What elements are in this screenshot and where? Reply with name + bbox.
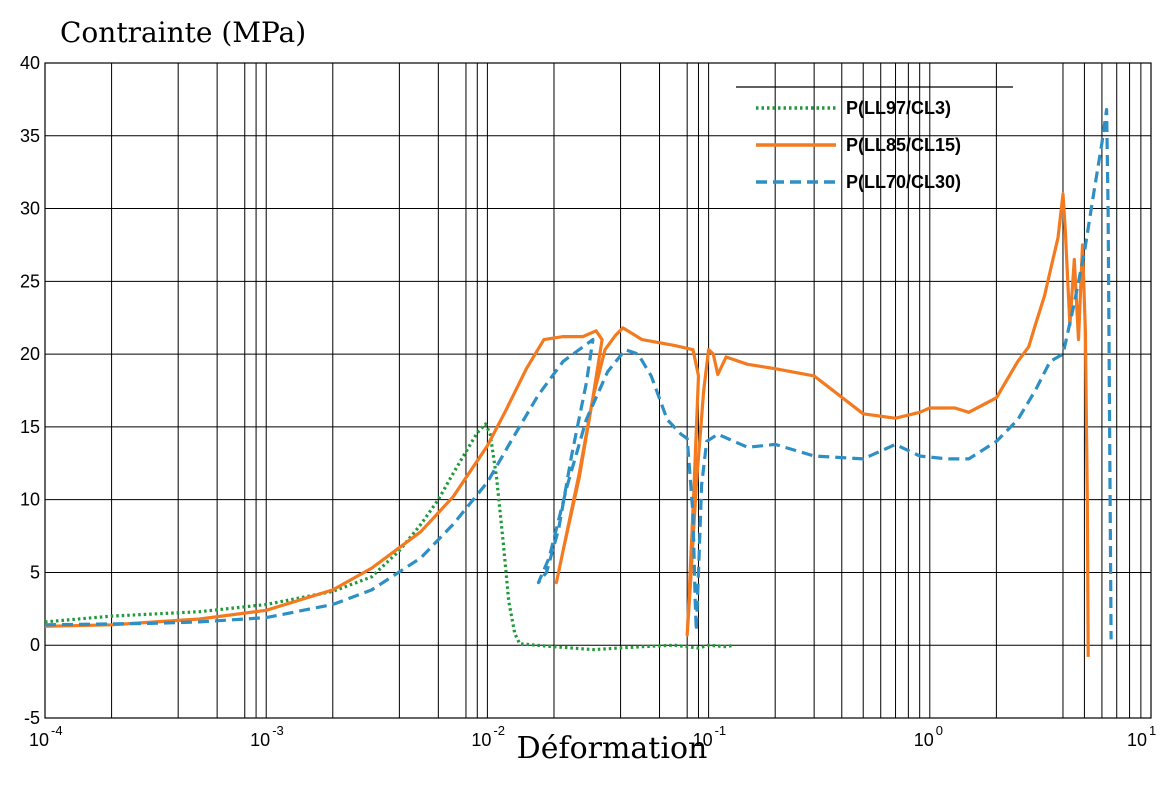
x-tick-label: 10 -2 bbox=[471, 723, 505, 750]
x-tick-label: 10 0 bbox=[914, 723, 943, 750]
x-tick-base: 10 bbox=[29, 730, 49, 750]
x-tick-exponent: 1 bbox=[1149, 723, 1156, 738]
x-tick-exponent: -2 bbox=[493, 723, 505, 738]
x-axis-title: Déformation bbox=[517, 731, 708, 766]
y-tick-label: 35 bbox=[20, 126, 40, 146]
y-tick-label: 30 bbox=[20, 199, 40, 219]
y-axis-title: Contrainte (MPa) bbox=[60, 16, 306, 49]
y-tick-labels: -5 0 5 10 15 20 25 30 35 40 bbox=[20, 53, 40, 728]
x-tick-exponent: -1 bbox=[715, 723, 727, 738]
y-tick-label: 20 bbox=[20, 344, 40, 364]
series-line-2 bbox=[44, 192, 1090, 657]
x-tick-base: 10 bbox=[250, 730, 270, 750]
legend: P(LL97/CL3) P(LL85/CL15) P(LL70/CL30) bbox=[736, 86, 1013, 192]
y-tick-label: 10 bbox=[20, 490, 40, 510]
legend-label: P(LL70/CL30) bbox=[846, 172, 961, 192]
x-tick-exponent: -3 bbox=[272, 723, 284, 738]
series-line-3 bbox=[44, 108, 1113, 640]
x-tick-label: 10 1 bbox=[1127, 723, 1156, 750]
y-tick-label: -5 bbox=[24, 708, 40, 728]
x-tick-label: 10 -4 bbox=[29, 723, 63, 750]
series-lines bbox=[44, 108, 1113, 657]
x-tick-base: 10 bbox=[471, 730, 491, 750]
y-tick-label: 5 bbox=[30, 562, 40, 582]
x-tick-base: 10 bbox=[693, 730, 713, 750]
x-tick-exponent: 0 bbox=[936, 723, 943, 738]
y-tick-label: 15 bbox=[20, 417, 40, 437]
x-tick-labels: 10 -4 10 -3 10 -2 10 -1 10 0 10 1 bbox=[29, 723, 1156, 750]
y-tick-label: 25 bbox=[20, 271, 40, 291]
legend-entry: P(LL85/CL15) bbox=[756, 135, 961, 155]
y-tick-label: 40 bbox=[20, 53, 40, 73]
legend-entry: P(LL97/CL3) bbox=[756, 98, 951, 118]
legend-label: P(LL97/CL3) bbox=[846, 98, 951, 118]
series-line-1 bbox=[44, 422, 735, 652]
x-tick-base: 10 bbox=[914, 730, 934, 750]
y-tick-label: 0 bbox=[30, 635, 40, 655]
x-tick-label: 10 -1 bbox=[693, 723, 727, 750]
x-tick-base: 10 bbox=[1127, 730, 1147, 750]
x-tick-exponent: -4 bbox=[51, 723, 63, 738]
x-tick-label: 10 -3 bbox=[250, 723, 284, 750]
grid-lines bbox=[45, 62, 1151, 719]
legend-entry: P(LL70/CL30) bbox=[756, 172, 961, 192]
legend-label: P(LL85/CL15) bbox=[846, 135, 961, 155]
plot-frame bbox=[44, 62, 1152, 719]
